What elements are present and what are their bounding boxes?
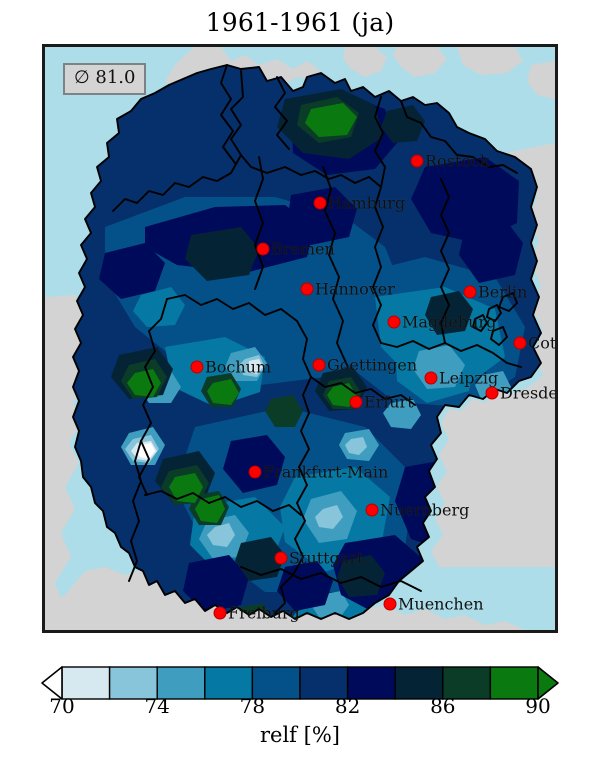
city-label-freiburg: Freiburg	[228, 603, 300, 623]
city-label-hannover: Hannover	[315, 279, 395, 299]
colorbar-band-1	[108, 666, 158, 700]
city-label-leipzig: Leipzig	[439, 368, 499, 388]
city-label-stuttgart: Stuttgart	[289, 548, 364, 568]
city-marker-rostock[interactable]	[410, 154, 424, 168]
city-marker-erfurt[interactable]	[349, 395, 363, 409]
city-marker-berlin[interactable]	[463, 285, 477, 299]
colorbar-over-arrow	[537, 666, 559, 700]
colorbar-tick-78: 78	[239, 694, 266, 718]
city-marker-freiburg[interactable]	[213, 606, 227, 620]
city-marker-hamburg[interactable]	[313, 196, 327, 210]
city-label-bochum: Bochum	[205, 357, 272, 377]
colorbar-under-arrow	[41, 666, 63, 700]
city-label-berlin: Berlin	[478, 282, 528, 302]
colorbar-tick-74: 74	[144, 694, 170, 718]
city-marker-bochum[interactable]	[190, 360, 204, 374]
colorbar-ticks: 70 74 78 82 86 90	[0, 694, 600, 724]
city-marker-leipzig[interactable]	[424, 371, 438, 385]
city-marker-frankfurt-main[interactable]	[248, 465, 262, 479]
colorbar-panel[interactable]: 70 74 78 82 86 90 relf [%]	[0, 655, 600, 780]
colorbar-tick-90: 90	[525, 694, 551, 718]
city-label-rostock: Rostock	[425, 151, 490, 171]
city-marker-stuttgart[interactable]	[274, 551, 288, 565]
colorbar-band-7	[394, 666, 444, 700]
colorbar-tick-86: 86	[430, 694, 456, 718]
city-label-frankfurt-main: Frankfurt-Main	[263, 462, 389, 482]
colorbar-tick-70: 70	[49, 694, 75, 718]
map-panel[interactable]: ∅ 81.0 Rostock Hamburg Bremen Hannover Berli…	[42, 44, 558, 633]
colorbar-band-2	[156, 666, 206, 700]
city-label-goettingen: Goettingen	[327, 355, 418, 375]
colorbar-band-5	[299, 666, 349, 700]
mean-annotation: ∅ 81.0	[63, 63, 147, 95]
map-canvas	[45, 47, 555, 630]
city-label-magdeburg: Magdeburg	[402, 312, 497, 332]
colorbar-tick-82: 82	[334, 694, 361, 718]
colorbar-label: relf [%]	[260, 723, 340, 747]
colorbar-svg	[41, 666, 559, 700]
city-label-muenchen: Muenchen	[398, 594, 484, 614]
city-marker-magdeburg[interactable]	[387, 315, 401, 329]
city-label-bremen: Bremen	[271, 239, 335, 259]
city-marker-bremen[interactable]	[256, 242, 270, 256]
city-marker-muenchen[interactable]	[383, 597, 397, 611]
city-label-cottbus: Cottbus	[528, 333, 557, 353]
colorbar-band-0	[61, 666, 111, 700]
page-title: 1961-1961 (ja)	[205, 8, 395, 37]
borders-layer	[72, 64, 542, 620]
city-label-nuernberg: Nuernberg	[380, 500, 470, 520]
city-label-dresden: Dresden	[500, 383, 558, 403]
city-marker-dresden[interactable]	[485, 386, 499, 400]
city-marker-goettingen[interactable]	[312, 358, 326, 372]
city-marker-cottbus[interactable]	[513, 336, 527, 350]
city-label-erfurt: Erfurt	[364, 392, 414, 412]
city-marker-nuernberg[interactable]	[365, 503, 379, 517]
city-marker-hannover[interactable]	[300, 282, 314, 296]
city-label-hamburg: Hamburg	[328, 193, 406, 213]
